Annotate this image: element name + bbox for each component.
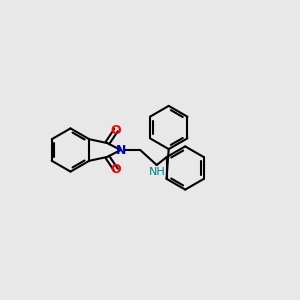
Text: O: O — [111, 164, 121, 176]
Text: NH: NH — [149, 167, 166, 177]
Text: O: O — [111, 124, 121, 136]
Text: N: N — [116, 143, 126, 157]
